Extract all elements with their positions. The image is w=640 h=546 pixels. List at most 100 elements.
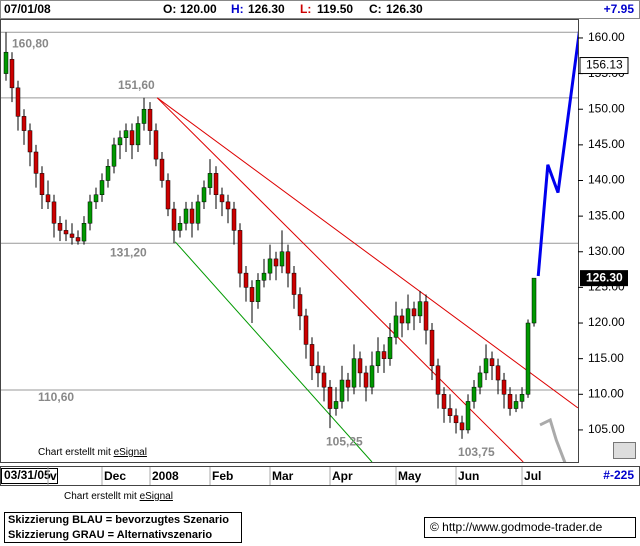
candle-body <box>513 401 519 409</box>
candle-body <box>315 365 321 374</box>
x-tick-label: Feb <box>212 469 233 483</box>
candle-body <box>201 187 207 203</box>
field-value: 126.30 <box>248 2 285 16</box>
candle-body <box>477 372 483 388</box>
candle-body <box>525 322 531 395</box>
candle-body <box>15 87 21 117</box>
candle-body <box>27 130 33 153</box>
candle-body <box>459 422 465 431</box>
candle-body <box>297 294 303 317</box>
candle-body <box>267 258 273 274</box>
y-tick-label: 145.00 <box>588 137 625 151</box>
legend-grey: Skizzierung GRAU = Alternativszenario <box>8 529 212 541</box>
candle-body <box>303 315 309 345</box>
candle-body <box>321 372 327 388</box>
footer-credit-link[interactable]: eSignal <box>140 491 173 502</box>
y-tick-label: 135.00 <box>588 208 625 222</box>
x-tick-label: 2008 <box>152 469 179 483</box>
level-label: 131,20 <box>110 245 147 259</box>
x-tick-label: May <box>398 469 422 483</box>
candle-body <box>339 379 345 402</box>
zoom-button[interactable] <box>613 442 636 459</box>
candle-body <box>195 201 201 224</box>
candle-body <box>357 358 363 374</box>
y-tick-label: 160.00 <box>588 30 625 44</box>
candle-body <box>417 301 423 317</box>
candle-body <box>183 208 189 224</box>
candle-body <box>189 208 195 224</box>
field-label: O: <box>163 2 176 16</box>
date-field-text: 03/31/05 <box>4 468 51 482</box>
candle-body <box>141 108 147 124</box>
level-label: 151,60 <box>118 78 155 92</box>
candle-body <box>237 230 243 274</box>
legend-blue: Skizzierung BLAU = bevorzugtes Szenario <box>8 514 229 526</box>
candle-body <box>3 51 9 74</box>
candle-body <box>69 233 75 238</box>
candle-body <box>129 130 135 146</box>
period-count: #-225 <box>603 468 634 482</box>
plot-area <box>0 19 579 463</box>
candle-body <box>375 351 381 367</box>
candle-body <box>273 258 279 267</box>
candle-body <box>243 272 249 288</box>
plot <box>1 30 578 462</box>
y-tick-label: 150.00 <box>588 101 625 115</box>
field-value: 119.50 <box>317 2 353 16</box>
copyright[interactable]: © http://www.godmode-trader.de <box>430 520 603 534</box>
candle-body <box>309 344 315 367</box>
y-tick-label: 120.00 <box>588 315 625 329</box>
level-label: 160,80 <box>12 36 49 50</box>
candle-body <box>255 280 261 302</box>
candle-body <box>471 386 477 402</box>
candle-body <box>39 173 45 195</box>
candle-body <box>111 144 117 167</box>
candle-body <box>279 251 285 267</box>
candle-body <box>423 301 429 331</box>
x-tick-label: Mar <box>272 469 294 483</box>
candle-body <box>441 394 447 409</box>
candle-body <box>351 358 357 388</box>
cursor-price-label: 156.13 <box>586 58 623 72</box>
candle-body <box>411 308 417 317</box>
x-tick-label: Jun <box>458 469 479 483</box>
candle-body <box>381 351 387 359</box>
trend-line <box>539 417 567 462</box>
candle-body <box>75 237 81 242</box>
x-tick-label: Dec <box>104 469 126 483</box>
chart-credit-link: eSignal <box>114 447 147 458</box>
field-value: 126.30 <box>386 2 423 16</box>
candle-body <box>261 272 267 281</box>
copyright-box <box>424 517 636 538</box>
candle-body <box>249 287 255 302</box>
candle-body <box>387 337 393 359</box>
field-label: C: <box>369 2 382 16</box>
field-label: L: <box>300 2 311 16</box>
y-tick-label: 105.00 <box>588 422 625 436</box>
candle-body <box>507 394 513 409</box>
candle-body <box>171 208 177 231</box>
candle-body <box>369 365 375 388</box>
candle-body <box>81 223 87 242</box>
candle-body <box>33 151 39 174</box>
candle-body <box>63 230 69 235</box>
candle-body <box>51 201 57 224</box>
candle-body <box>345 379 351 388</box>
candle-body <box>429 329 435 367</box>
candle-body <box>231 208 237 231</box>
candle-body <box>9 59 15 89</box>
candle-body <box>99 180 105 195</box>
candle-body <box>123 130 129 138</box>
time-axis-bar <box>0 466 640 486</box>
candle-body <box>483 358 489 374</box>
date-field[interactable] <box>1 468 58 484</box>
x-tick-label: v <box>50 469 57 483</box>
candle-body <box>495 365 501 381</box>
last-price-label: 126.30 <box>586 270 623 284</box>
candle-body <box>405 308 411 324</box>
candle-body <box>393 315 399 338</box>
candle-body <box>117 137 123 146</box>
low-label: 103,75 <box>458 445 495 459</box>
candle-body <box>159 158 165 181</box>
low-label: 105,25 <box>326 434 363 448</box>
